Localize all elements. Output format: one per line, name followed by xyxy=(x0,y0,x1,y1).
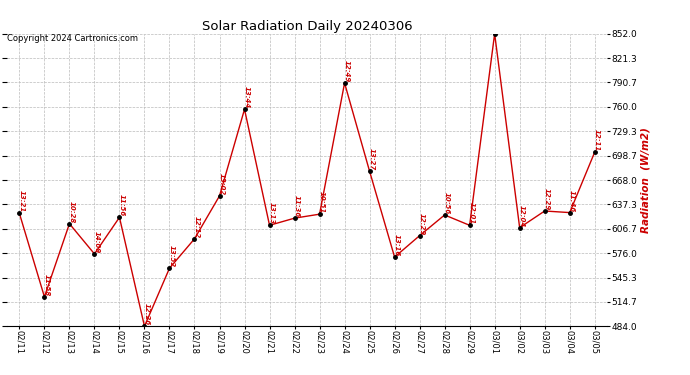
Text: 13:02: 13:02 xyxy=(219,173,225,195)
Text: 12:11: 12:11 xyxy=(594,129,600,152)
Text: 12:04: 12:04 xyxy=(519,205,525,227)
Text: 10:56: 10:56 xyxy=(444,192,450,214)
Y-axis label: Radiation  (W/m2): Radiation (W/m2) xyxy=(640,127,650,233)
Text: 10:51: 10:51 xyxy=(319,191,325,213)
Text: 12:26: 12:26 xyxy=(144,303,150,326)
Text: 12:01: 12:01 xyxy=(469,202,475,225)
Text: Copyright 2024 Cartronics.com: Copyright 2024 Cartronics.com xyxy=(7,34,138,43)
Text: 13:27: 13:27 xyxy=(369,148,375,171)
Text: 12:29: 12:29 xyxy=(419,213,425,235)
Text: 12:49: 12:49 xyxy=(344,60,350,82)
Text: 13:52: 13:52 xyxy=(169,245,175,267)
Text: 11:58: 11:58 xyxy=(44,274,50,296)
Text: 11:36: 11:36 xyxy=(294,195,300,217)
Text: 13:16: 13:16 xyxy=(394,234,400,256)
Text: 11:56: 11:56 xyxy=(119,194,125,217)
Text: 10:28: 10:28 xyxy=(69,201,75,223)
Text: 11:46: 11:46 xyxy=(569,189,575,212)
Text: 13:44: 13:44 xyxy=(244,86,250,108)
Text: 14:09: 14:09 xyxy=(94,231,100,253)
Text: 13:21: 13:21 xyxy=(19,190,25,213)
Title: Solar Radiation Daily 20240306: Solar Radiation Daily 20240306 xyxy=(201,20,413,33)
Text: 12:29: 12:29 xyxy=(544,188,550,210)
Text: 13:13: 13:13 xyxy=(269,202,275,225)
Text: 12:12: 12:12 xyxy=(194,216,200,238)
